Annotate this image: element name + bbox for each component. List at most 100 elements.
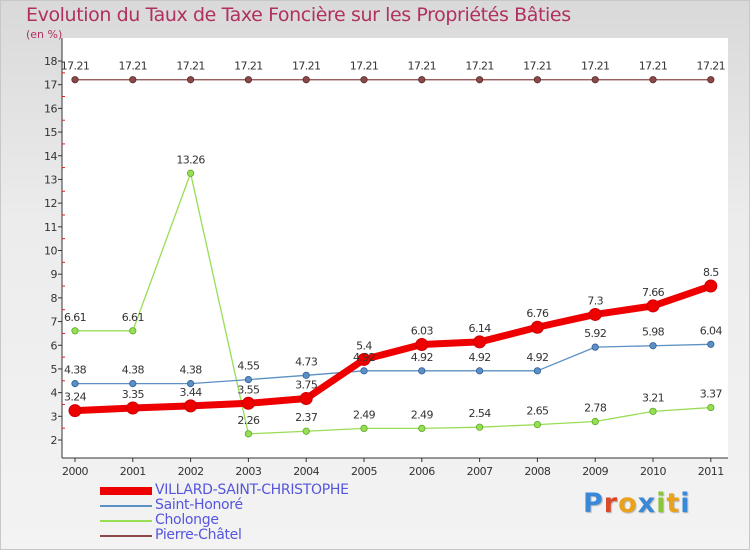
data-point-0-8	[530, 320, 544, 334]
data-label-0-1: 3.35	[122, 388, 145, 401]
data-label-1-10: 5.98	[642, 326, 665, 339]
data-point-1-1	[129, 380, 137, 388]
data-point-1-10	[649, 342, 657, 350]
data-point-2-7	[475, 423, 484, 431]
data-label-2-0: 6.61	[64, 311, 86, 324]
data-label-1-11: 6.04	[700, 324, 723, 337]
data-label-3-2: 17.21	[176, 60, 205, 73]
data-label-0-4: 3.75	[295, 379, 318, 392]
data-point-2-0	[71, 327, 79, 335]
data-label-2-8: 2.65	[526, 405, 549, 418]
x-tick-label-2004: 2004	[293, 465, 319, 478]
data-point-0-0	[68, 404, 82, 418]
data-label-1-0: 4.38	[64, 364, 87, 377]
logo-letter: x	[637, 488, 657, 519]
data-label-0-5: 5.4	[356, 339, 372, 352]
logo-letter: i	[680, 488, 691, 519]
data-point-0-2	[184, 399, 198, 413]
data-label-3-11: 17.21	[697, 60, 726, 73]
data-label-0-3: 3.55	[237, 383, 260, 396]
y-tick-label-6: 6	[51, 339, 58, 352]
data-label-1-6: 4.92	[411, 351, 433, 364]
data-point-1-5	[360, 367, 368, 375]
data-point-1-6	[418, 367, 426, 375]
data-label-3-8: 17.21	[523, 60, 552, 73]
data-point-3-9	[591, 76, 599, 84]
y-tick-label-15: 15	[44, 126, 57, 139]
data-label-3-6: 17.21	[408, 60, 437, 73]
y-tick-label-5: 5	[51, 363, 58, 376]
logo-letter: P	[583, 488, 604, 519]
logo-letter: o	[618, 488, 638, 519]
data-label-0-8: 6.76	[526, 307, 549, 320]
x-tick-label-2005: 2005	[351, 465, 377, 478]
data-label-1-1: 4.38	[122, 364, 145, 377]
data-point-1-8	[533, 367, 542, 375]
chart-title: Evolution du Taux de Taxe Foncière sur l…	[26, 4, 571, 26]
y-tick-label-3: 3	[51, 410, 58, 423]
data-point-3-1	[129, 76, 137, 84]
data-point-3-10	[649, 76, 657, 84]
data-label-0-2: 3.44	[180, 386, 203, 399]
y-tick-label-17: 17	[44, 79, 57, 92]
data-label-3-1: 17.21	[119, 60, 148, 73]
y-tick-label-11: 11	[44, 221, 57, 234]
data-point-1-2	[187, 380, 195, 388]
data-point-1-11	[707, 340, 715, 348]
y-tick-label-13: 13	[44, 173, 57, 186]
data-point-0-11	[704, 279, 718, 293]
data-label-3-3: 17.21	[234, 60, 263, 73]
x-tick-label-2010: 2010	[640, 465, 666, 478]
legend-swatch-pierre-chatel	[100, 535, 152, 537]
y-tick-label-18: 18	[44, 55, 57, 68]
data-label-2-1: 6.61	[122, 311, 144, 324]
x-tick-label-2002: 2002	[178, 465, 204, 478]
data-point-2-1	[129, 327, 137, 335]
data-label-3-9: 17.21	[581, 60, 610, 73]
data-point-0-1	[126, 401, 140, 415]
legend-label-villard: VILLARD-SAINT-CHRISTOPHE	[155, 482, 349, 498]
legend-label-pierre-chatel: Pierre-Châtel	[155, 527, 242, 543]
data-label-3-0: 17.21	[61, 60, 90, 73]
data-point-2-6	[418, 424, 426, 432]
data-point-0-7	[473, 335, 487, 349]
data-point-3-11	[707, 76, 715, 84]
data-point-3-3	[244, 76, 252, 84]
data-label-2-6: 2.49	[411, 408, 434, 421]
data-point-1-3	[244, 375, 252, 384]
y-tick-label-16: 16	[44, 102, 57, 115]
data-label-3-4: 17.21	[292, 60, 321, 73]
plot-area	[62, 38, 728, 458]
data-point-0-9	[588, 307, 602, 321]
data-label-2-11: 3.37	[700, 388, 723, 401]
series-line-2	[74, 172, 712, 435]
data-label-2-3: 2.26	[237, 414, 260, 427]
data-point-1-9	[591, 343, 599, 351]
data-point-3-6	[418, 76, 426, 84]
legend-label-saint-honore: Saint-Honoré	[155, 497, 243, 513]
logo-letter: r	[603, 488, 619, 519]
data-point-0-3	[241, 396, 255, 410]
y-tick-label-2: 2	[51, 434, 58, 447]
data-point-2-11	[707, 403, 715, 412]
x-tick-label-2006: 2006	[409, 465, 435, 478]
legend-label-cholonge: Cholonge	[155, 512, 219, 528]
data-point-2-2	[187, 169, 195, 177]
data-point-3-4	[302, 76, 310, 84]
data-label-0-7: 6.14	[469, 322, 492, 335]
legend-swatch-villard	[100, 487, 152, 495]
data-label-2-5: 2.49	[353, 408, 376, 421]
data-point-2-9	[591, 417, 599, 426]
data-point-0-10	[646, 299, 660, 313]
y-tick-label-14: 14	[44, 150, 57, 163]
logo-letter: t	[666, 488, 681, 519]
data-point-3-5	[360, 76, 368, 84]
data-label-0-6: 6.03	[411, 325, 434, 338]
data-label-2-2: 13.26	[176, 153, 205, 166]
data-point-2-3	[244, 430, 252, 438]
data-label-1-3: 4.55	[237, 360, 260, 373]
y-tick-label-8: 8	[51, 292, 58, 305]
data-point-1-4	[302, 371, 310, 379]
series-line-0	[71, 282, 715, 415]
